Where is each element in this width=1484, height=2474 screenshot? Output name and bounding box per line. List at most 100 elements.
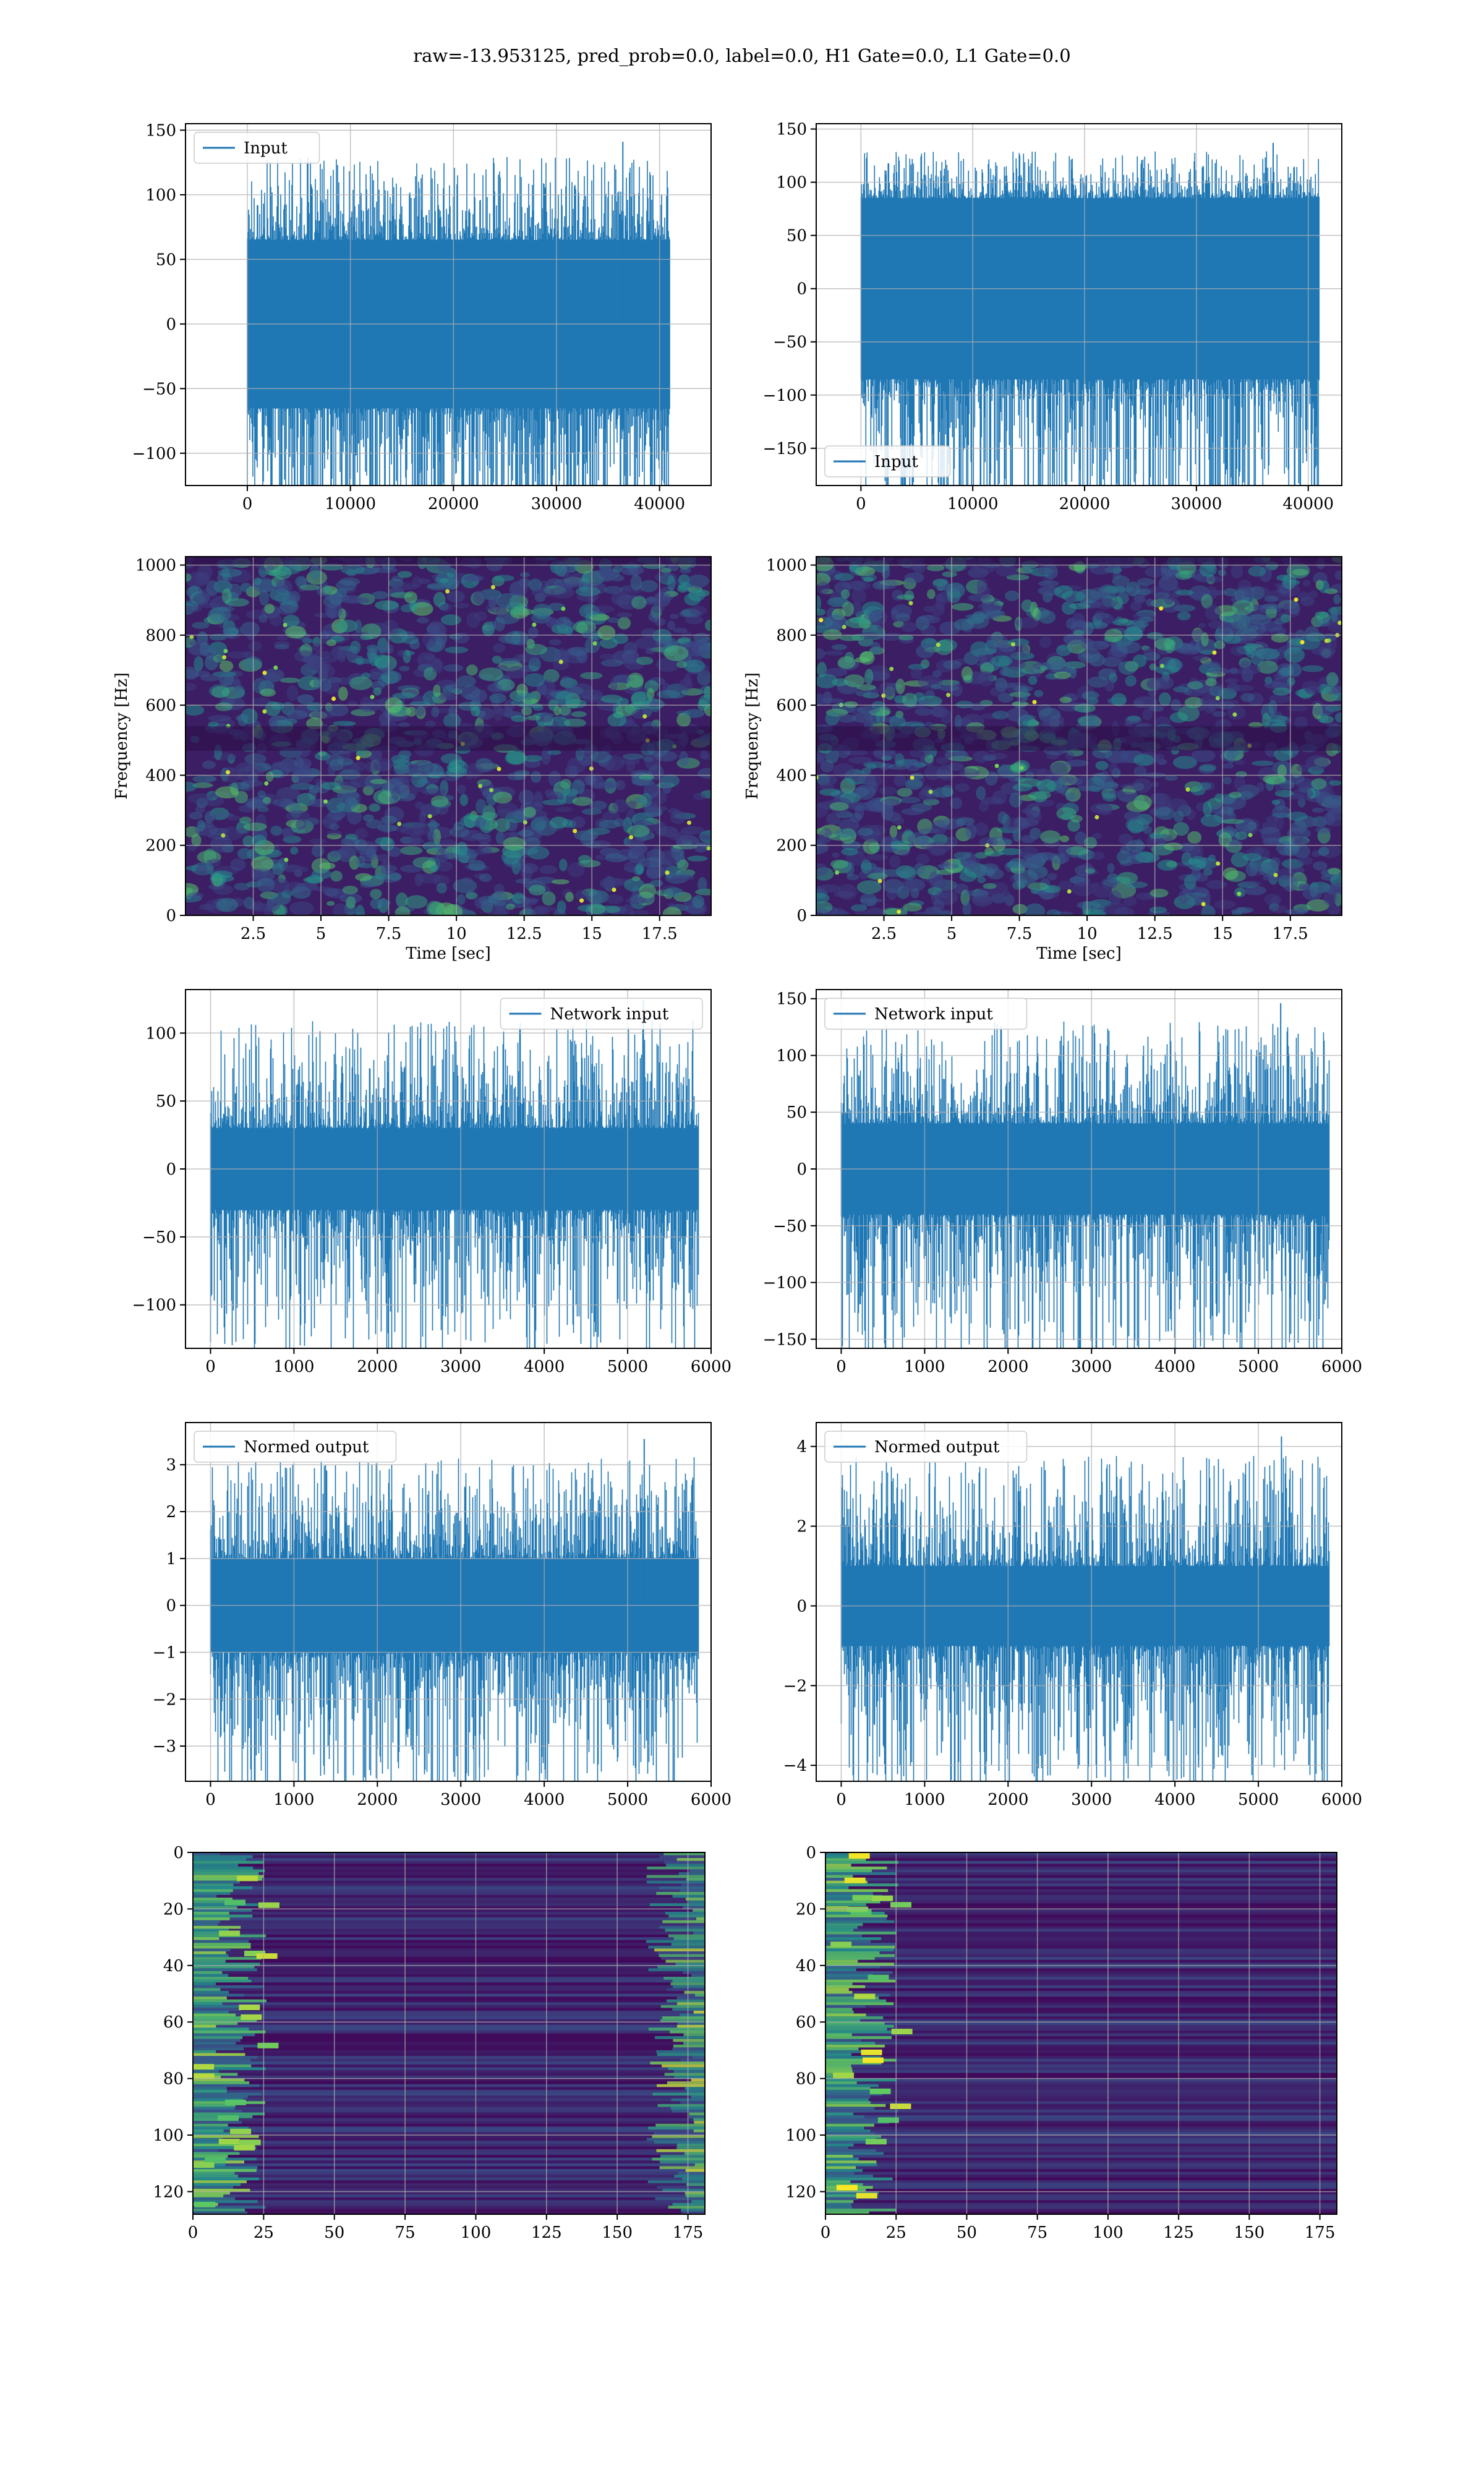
spec-right-blob bbox=[1272, 805, 1292, 818]
spec-left-blob bbox=[697, 877, 707, 892]
ts3-left-x-tick-label: 3000 bbox=[440, 1791, 481, 1809]
spec-right-blob bbox=[1143, 648, 1154, 657]
feat-left-row bbox=[193, 2115, 705, 2119]
spec-left-blob bbox=[571, 816, 586, 828]
feat-left-left-band bbox=[193, 2053, 245, 2057]
spec-left-blob bbox=[294, 882, 318, 891]
feat-left-left-band bbox=[193, 1889, 233, 1893]
spec-left-blob bbox=[192, 622, 210, 629]
feat-right-row bbox=[825, 1911, 1337, 1915]
feat-right-x-tick-label: 100 bbox=[1093, 2224, 1124, 2242]
feat-right-row bbox=[825, 1965, 1337, 1969]
feat-right-row bbox=[825, 1982, 1337, 1986]
spec-right-blob bbox=[1175, 589, 1193, 596]
ts1-right-x-tick-label: 30000 bbox=[1171, 495, 1222, 513]
feat-left-left-band bbox=[193, 1999, 267, 2003]
feat-right-row bbox=[825, 2197, 1337, 2201]
spec-right-blob bbox=[1287, 811, 1308, 821]
feat-right-highlight bbox=[868, 1974, 889, 1980]
spec-left-blob bbox=[494, 818, 510, 833]
ts3-left-x-tick-label: 4000 bbox=[524, 1791, 565, 1809]
spec-right-blob bbox=[1318, 847, 1329, 856]
spec-left-blob bbox=[290, 847, 299, 855]
spec-right-blob bbox=[1228, 839, 1243, 847]
spec-right-x-tick-label: 10 bbox=[1077, 925, 1098, 943]
spec-left-blob bbox=[487, 683, 502, 693]
feat-right-left-band bbox=[825, 1858, 866, 1862]
spec-right-blob bbox=[1276, 868, 1294, 880]
spec-left-blob bbox=[578, 855, 592, 864]
feat-right-row bbox=[825, 2084, 1337, 2087]
feat-right-left-band bbox=[825, 2033, 852, 2037]
feat-left-row bbox=[193, 1878, 705, 1881]
feat-left-right-band bbox=[681, 2211, 705, 2214]
spec-left-blob bbox=[397, 649, 406, 657]
ts2-left-x-tick-label: 1000 bbox=[273, 1358, 314, 1376]
spec-right-blob bbox=[897, 594, 915, 600]
spec-left-blob bbox=[697, 768, 711, 779]
feat-right-left-band bbox=[825, 2208, 897, 2212]
ts3-right-series bbox=[840, 1436, 1330, 1781]
spec-left-blob bbox=[367, 647, 378, 661]
spec-right-y-tick-label: 0 bbox=[796, 907, 807, 925]
feat-right-left-band bbox=[825, 1855, 870, 1859]
feat-right-left-band bbox=[825, 1883, 898, 1887]
feat-right-left-band bbox=[825, 2078, 896, 2082]
feat-right-y-tick-label: 0 bbox=[806, 1844, 816, 1862]
spec-right-blob bbox=[1021, 854, 1043, 870]
feat-right-row bbox=[825, 2044, 1337, 2048]
spec-left-blob bbox=[564, 718, 586, 728]
spec-right-blob bbox=[1332, 883, 1342, 890]
spec-right-blob bbox=[904, 572, 924, 583]
spec-right-panel: 2.5 5 7.5 10 12.5 15 17.502004006008001000Time… bbox=[743, 556, 1342, 963]
spec-right-blob bbox=[1125, 839, 1145, 852]
spec-right-blob bbox=[1203, 800, 1212, 817]
spec-right-blob bbox=[1252, 760, 1274, 766]
ts1-right-y-tick-label: −100 bbox=[763, 387, 807, 405]
spec-right-blob bbox=[855, 910, 866, 915]
spec-right-blob bbox=[907, 832, 929, 846]
spec-left-blob bbox=[466, 664, 478, 676]
spec-right-blob bbox=[908, 664, 927, 670]
feat-left-highlight bbox=[219, 1930, 241, 1937]
spec-right-blob bbox=[1242, 621, 1266, 636]
spec-right-blob bbox=[902, 878, 916, 892]
spec-right-blob bbox=[1095, 761, 1109, 771]
feat-left-row bbox=[193, 1883, 705, 1887]
spec-right-blob bbox=[1280, 667, 1293, 677]
feat-right-left-band bbox=[825, 2143, 854, 2147]
feat-left-row bbox=[193, 1864, 705, 1867]
feat-right-row bbox=[825, 2101, 1337, 2105]
spec-left-hotspot bbox=[706, 846, 711, 851]
spec-left-hotspot bbox=[273, 665, 278, 670]
spec-left-blob bbox=[692, 641, 710, 656]
spec-right-blob bbox=[1167, 798, 1188, 811]
feat-left-right-band bbox=[672, 1979, 705, 1983]
feat-right-left-band bbox=[825, 2112, 853, 2116]
feat-left-right-band bbox=[668, 1934, 705, 1938]
feat-left-right-band bbox=[659, 1925, 705, 1929]
ts2-left-y-tick-label: 50 bbox=[156, 1092, 176, 1111]
spec-right-blob bbox=[940, 910, 952, 915]
feat-left-right-band bbox=[682, 2177, 705, 2181]
feat-left-y-tick-label: 40 bbox=[163, 1957, 184, 1975]
spec-left-blob bbox=[501, 850, 521, 865]
ts1-left-panel: 0 10000 20000 30000 40000−100−50050100150Inp… bbox=[132, 121, 712, 513]
spec-right-blob bbox=[986, 753, 1007, 760]
spec-right-blob bbox=[974, 822, 989, 836]
feat-left-row bbox=[193, 2177, 705, 2181]
spec-right-blob bbox=[1100, 669, 1118, 674]
spec-right-blob bbox=[1268, 715, 1288, 722]
spec-left-blob bbox=[515, 878, 537, 884]
spec-left-y-tick-label: 1000 bbox=[135, 557, 176, 575]
feat-right-row bbox=[825, 2016, 1337, 2020]
spec-left-blob bbox=[346, 568, 357, 576]
spec-right-blob bbox=[1010, 762, 1027, 773]
feat-right-row bbox=[825, 2036, 1337, 2040]
feat-right-y-tick-label: 40 bbox=[796, 1957, 816, 1975]
spec-right-blob bbox=[834, 573, 854, 581]
spec-left-blob bbox=[290, 783, 314, 790]
feat-left-left-band bbox=[193, 1997, 227, 2000]
feat-right-left-band bbox=[825, 2206, 852, 2209]
spec-left-blob bbox=[399, 846, 423, 855]
